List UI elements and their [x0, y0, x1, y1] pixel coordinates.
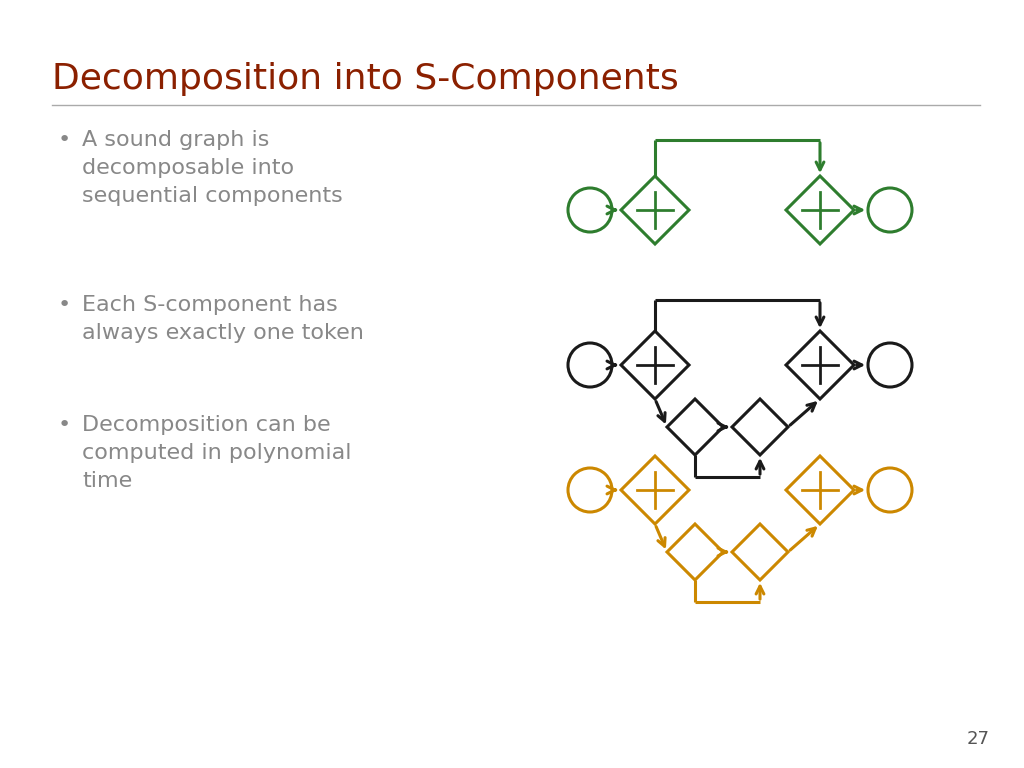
- Text: A sound graph is
decomposable into
sequential components: A sound graph is decomposable into seque…: [82, 130, 343, 206]
- Text: Decomposition can be
computed in polynomial
time: Decomposition can be computed in polynom…: [82, 415, 351, 491]
- Text: •: •: [58, 295, 72, 315]
- Text: •: •: [58, 415, 72, 435]
- Text: •: •: [58, 130, 72, 150]
- Text: Each S-component has
always exactly one token: Each S-component has always exactly one …: [82, 295, 364, 343]
- Text: Decomposition into S-Components: Decomposition into S-Components: [52, 62, 679, 96]
- Text: 27: 27: [967, 730, 990, 748]
